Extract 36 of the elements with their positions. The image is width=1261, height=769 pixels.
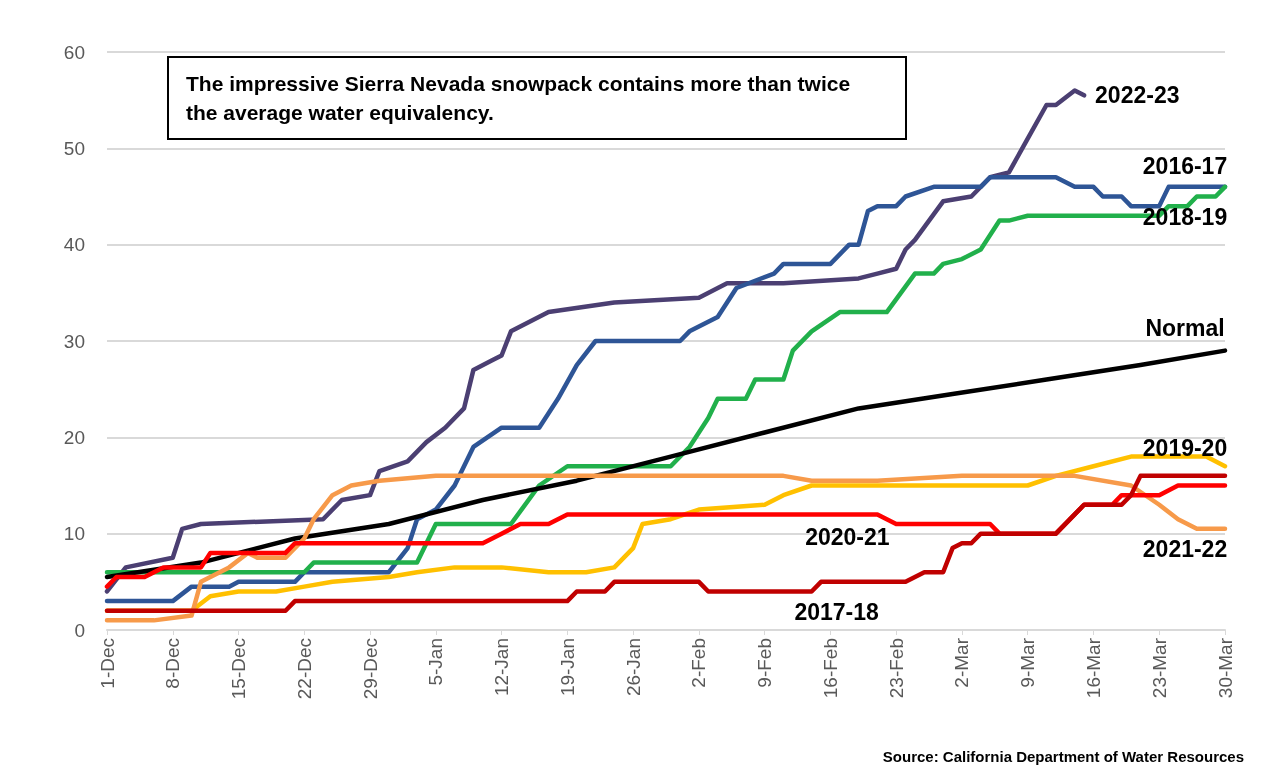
x-tick-label: 8-Dec [162, 638, 184, 689]
x-tick-label: 12-Jan [491, 638, 513, 697]
x-tick-label: 26-Jan [622, 638, 644, 697]
annotation: The impressive Sierra Nevada snowpack contains more than twice the average water equivalency. [186, 72, 856, 124]
series-label: 2020-21 [805, 523, 890, 550]
x-tick-label: 2-Mar [951, 637, 973, 688]
x-tick-label: 15-Dec [228, 638, 250, 700]
series-label: 2019-20 [1142, 434, 1228, 461]
y-tick-label: 30 [63, 330, 85, 352]
series-label: Normal [1145, 315, 1225, 342]
x-tick-label: 2-Feb [688, 638, 710, 688]
y-tick-label: 0 [74, 619, 85, 641]
x-tick-label: 30-Mar [1214, 637, 1236, 699]
x-tick-label: 19-Jan [556, 638, 578, 697]
series-label: 2017-18 [794, 598, 880, 625]
series-label: 2016-17 [1142, 153, 1228, 180]
y-tick-label: 60 [63, 41, 85, 63]
x-tick-label: 16-Mar [1082, 637, 1104, 699]
x-tick-label: 9-Feb [754, 638, 776, 688]
x-tick-label: 5-Jan [425, 638, 447, 686]
x-tick-label: 22-Dec [293, 638, 315, 700]
x-tick-label: 9-Mar [1017, 637, 1039, 688]
y-tick-label: 20 [63, 426, 85, 448]
x-tick-label: 23-Mar [1148, 637, 1170, 699]
x-tick-label: 23-Feb [885, 638, 907, 699]
y-tick-label: 10 [63, 523, 85, 545]
y-tick-label: 40 [63, 234, 85, 256]
series-label: 2022-23 [1095, 82, 1180, 109]
series-label: 2021-22 [1142, 536, 1228, 563]
x-tick-label: 16-Feb [819, 638, 841, 699]
line-series [104, 348, 1228, 580]
source-note: Source: California Department of Water Resources [882, 748, 1245, 765]
x-tick-label: 29-Dec [359, 638, 381, 700]
y-tick-label: 50 [63, 137, 85, 159]
series-label: 2018-19 [1142, 204, 1228, 231]
x-tick-label: 1-Dec [96, 638, 118, 689]
